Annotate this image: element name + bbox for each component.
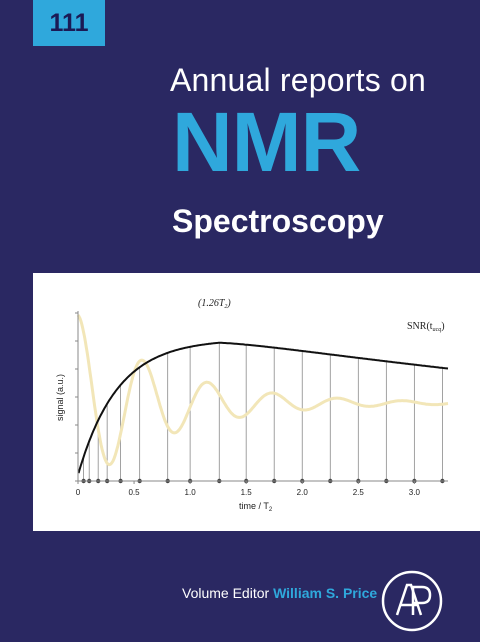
y-axis-label: signal (a.u.): [55, 374, 65, 421]
fid-oscillation-line: [76, 314, 449, 467]
editor-name: William S. Price: [273, 585, 378, 601]
cover-figure: 0 0.5 1.0 1.5 2.0 2.5 3.0 signal (a.u.) time /…: [33, 273, 480, 531]
x-tick-label: 0.5: [128, 488, 140, 497]
series-title-nmr: NMR: [172, 95, 361, 189]
x-axis-label: time / T2: [239, 501, 273, 513]
series-title-line3: Spectroscopy: [172, 203, 384, 239]
series-title-line1: Annual reports on: [170, 62, 427, 98]
volume-editor-credit: Volume Editor William S. Price: [182, 585, 377, 601]
editor-prefix: Volume Editor: [182, 585, 270, 601]
x-tick-label: 2.5: [353, 488, 365, 497]
x-tick-label: 1.5: [241, 488, 253, 497]
volume-number-badge: 111: [33, 0, 105, 46]
x-tick-label: 3.0: [409, 488, 421, 497]
peak-annotation: (1.26T2): [198, 298, 231, 310]
elsevier-ap-logo-icon: [380, 569, 444, 633]
snr-curve-line: [77, 341, 449, 474]
snr-curve-label: SNR(tacq): [407, 321, 445, 333]
x-tick-label: 1.0: [185, 488, 197, 497]
snr-chart: 0 0.5 1.0 1.5 2.0 2.5 3.0 signal (a.u.) time /…: [55, 298, 449, 513]
x-tick-label: 0: [76, 488, 81, 497]
x-tick-label: 2.0: [297, 488, 309, 497]
